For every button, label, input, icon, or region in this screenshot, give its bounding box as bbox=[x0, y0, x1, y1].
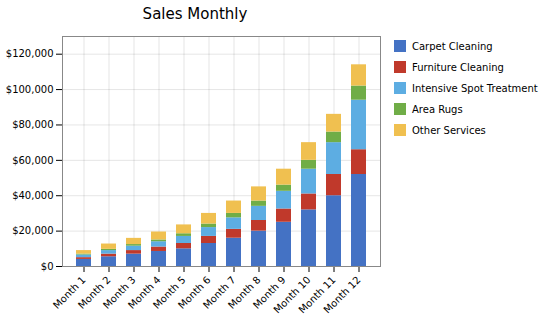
html-text:Carpet Cleaning: Carpet Cleaning bbox=[412, 40, 493, 52]
svg-text:$40,000: $40,000 bbox=[12, 190, 53, 201]
html-text:Sales Monthly: Sales Monthly bbox=[142, 5, 248, 23]
svg-text:Month 2: Month 2 bbox=[76, 274, 113, 311]
svg-text:Month 10: Month 10 bbox=[271, 274, 313, 316]
svg-text:Month 6: Month 6 bbox=[176, 274, 213, 311]
html-text:Other Services: Other Services bbox=[412, 124, 486, 136]
svg-text:Month 11: Month 11 bbox=[296, 274, 338, 316]
svg-text:Month 4: Month 4 bbox=[126, 274, 163, 311]
svg-text:Month 7: Month 7 bbox=[201, 274, 238, 311]
html-text:Furniture Cleaning: Furniture Cleaning bbox=[412, 61, 504, 73]
svg-text:$80,000: $80,000 bbox=[12, 119, 53, 130]
html-text:Intensive Spot Treatment: Intensive Spot Treatment bbox=[412, 82, 538, 94]
svg-text:$100,000: $100,000 bbox=[6, 84, 54, 95]
svg-text:$0: $0 bbox=[41, 261, 54, 272]
svg-text:$20,000: $20,000 bbox=[12, 225, 53, 236]
svg-text:Month 8: Month 8 bbox=[226, 274, 263, 311]
svg-text:Month 9: Month 9 bbox=[251, 274, 288, 311]
svg-text:$120,000: $120,000 bbox=[6, 48, 54, 59]
svg-text:Month 3: Month 3 bbox=[101, 274, 138, 311]
svg-text:Month 12: Month 12 bbox=[321, 274, 362, 315]
svg-text:Month 1: Month 1 bbox=[51, 274, 88, 311]
svg-text:$60,000: $60,000 bbox=[12, 155, 53, 166]
html-text:Area Rugs: Area Rugs bbox=[412, 103, 463, 115]
svg-text:Month 5: Month 5 bbox=[151, 274, 188, 311]
